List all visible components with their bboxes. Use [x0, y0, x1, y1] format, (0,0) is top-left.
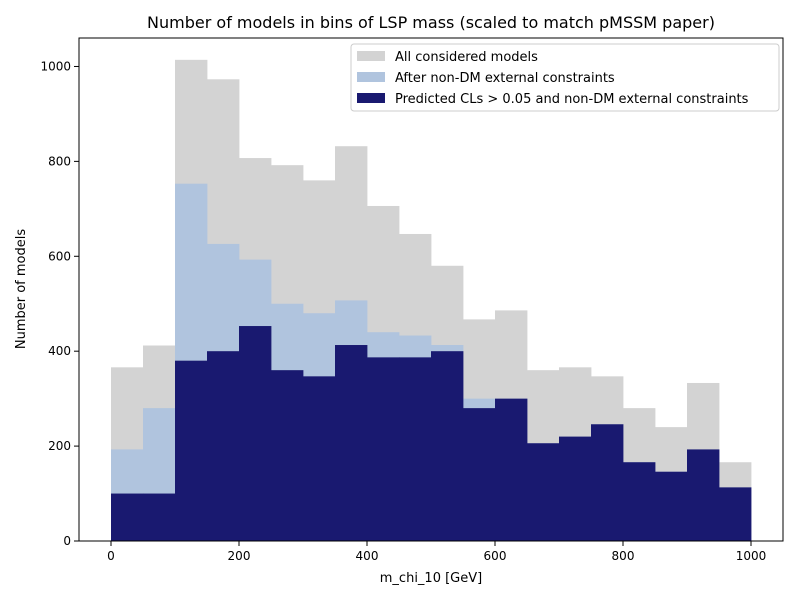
legend-item: All considered models [357, 50, 538, 65]
bar [655, 471, 688, 541]
legend-item: Predicted CLs > 0.05 and non-DM external… [357, 92, 749, 107]
y-tick-label: 800 [48, 154, 71, 168]
legend-label: All considered models [395, 50, 538, 65]
x-tick-label: 1000 [736, 549, 767, 563]
y-axis-label: Number of models [14, 229, 29, 349]
x-axis: 0 200 400 600 800 1000 [107, 541, 766, 563]
bar [559, 436, 592, 541]
legend-frame [350, 43, 780, 112]
bar [399, 357, 432, 541]
y-tick-label: 600 [48, 249, 71, 263]
bar [239, 326, 272, 541]
bar [335, 345, 368, 541]
bar [431, 351, 464, 541]
bar [175, 360, 208, 541]
bar [687, 449, 720, 541]
bar [719, 487, 752, 541]
x-tick-label: 200 [228, 549, 251, 563]
x-tick-label: 400 [356, 549, 379, 563]
legend-swatch [357, 72, 385, 82]
y-axis: 0 200 400 600 800 1000 [40, 59, 79, 548]
y-tick-label: 1000 [40, 59, 71, 73]
series-2 [111, 326, 752, 541]
bar [271, 370, 304, 541]
legend-swatch [357, 93, 385, 103]
y-tick-label: 400 [48, 344, 71, 358]
legend-swatch [357, 51, 385, 61]
legend-label: After non-DM external constraints [395, 71, 615, 86]
bar [111, 493, 144, 541]
y-tick-label: 0 [63, 534, 71, 548]
bar [591, 424, 624, 541]
x-tick-label: 600 [484, 549, 507, 563]
legend: All considered models After non-DM extern… [350, 43, 780, 112]
bar [463, 408, 496, 541]
bar [207, 351, 240, 541]
chart-title: Number of models in bins of LSP mass (sc… [147, 13, 715, 32]
legend-label: Predicted CLs > 0.05 and non-DM external… [395, 92, 749, 107]
bar [623, 462, 656, 541]
y-tick-label: 200 [48, 439, 71, 453]
x-tick-label: 800 [612, 549, 635, 563]
x-tick-label: 0 [107, 549, 115, 563]
bars-group [111, 59, 752, 542]
bar [303, 376, 336, 541]
legend-item: After non-DM external constraints [357, 71, 615, 86]
bar [495, 398, 528, 541]
plot-frame [78, 37, 784, 542]
bar [143, 493, 176, 541]
bar [367, 357, 400, 541]
x-axis-label: m_chi_10 [GeV] [380, 571, 482, 586]
bar [527, 443, 560, 541]
